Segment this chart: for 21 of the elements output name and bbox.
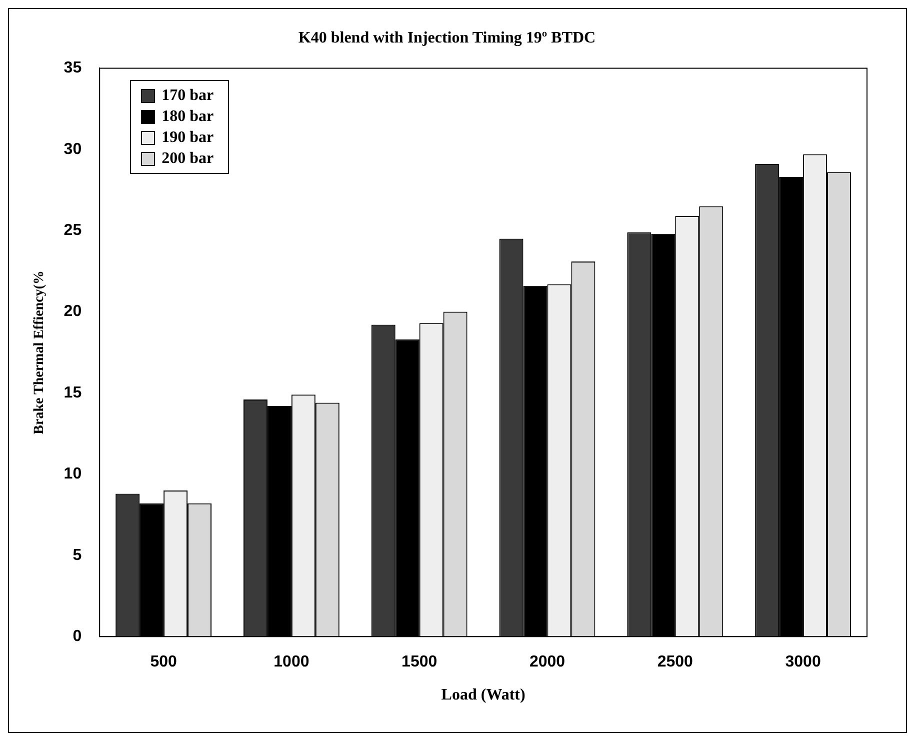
y-tick-label: 5 — [72, 546, 82, 564]
y-axis-title: Brake Thermal Effiency(% — [32, 270, 48, 434]
x-axis-title: Load (Watt) — [441, 686, 526, 704]
y-tick-label: 25 — [64, 222, 82, 240]
x-tick-label: 3000 — [785, 654, 821, 671]
y-tick-label: 30 — [64, 140, 82, 158]
legend-label: 190 bar — [162, 128, 214, 147]
x-tick-label: 500 — [150, 654, 177, 671]
y-tick-label: 20 — [64, 303, 82, 320]
legend-label: 170 bar — [162, 86, 214, 105]
x-tick-label: 2000 — [529, 654, 566, 671]
x-tick-label: 2500 — [657, 654, 694, 671]
legend-label: 200 bar — [162, 150, 214, 168]
x-tick-label: 1500 — [402, 654, 438, 671]
legend-label: 180 bar — [162, 108, 214, 126]
y-tick-label: 10 — [64, 466, 82, 483]
y-tick-label: 0 — [72, 628, 82, 646]
chart-title: K40 blend with Injection Timing 19º BTDC — [298, 30, 596, 47]
x-tick-label: 1000 — [274, 654, 310, 671]
y-tick-label: 35 — [64, 60, 82, 77]
y-tick-label: 15 — [64, 384, 82, 402]
